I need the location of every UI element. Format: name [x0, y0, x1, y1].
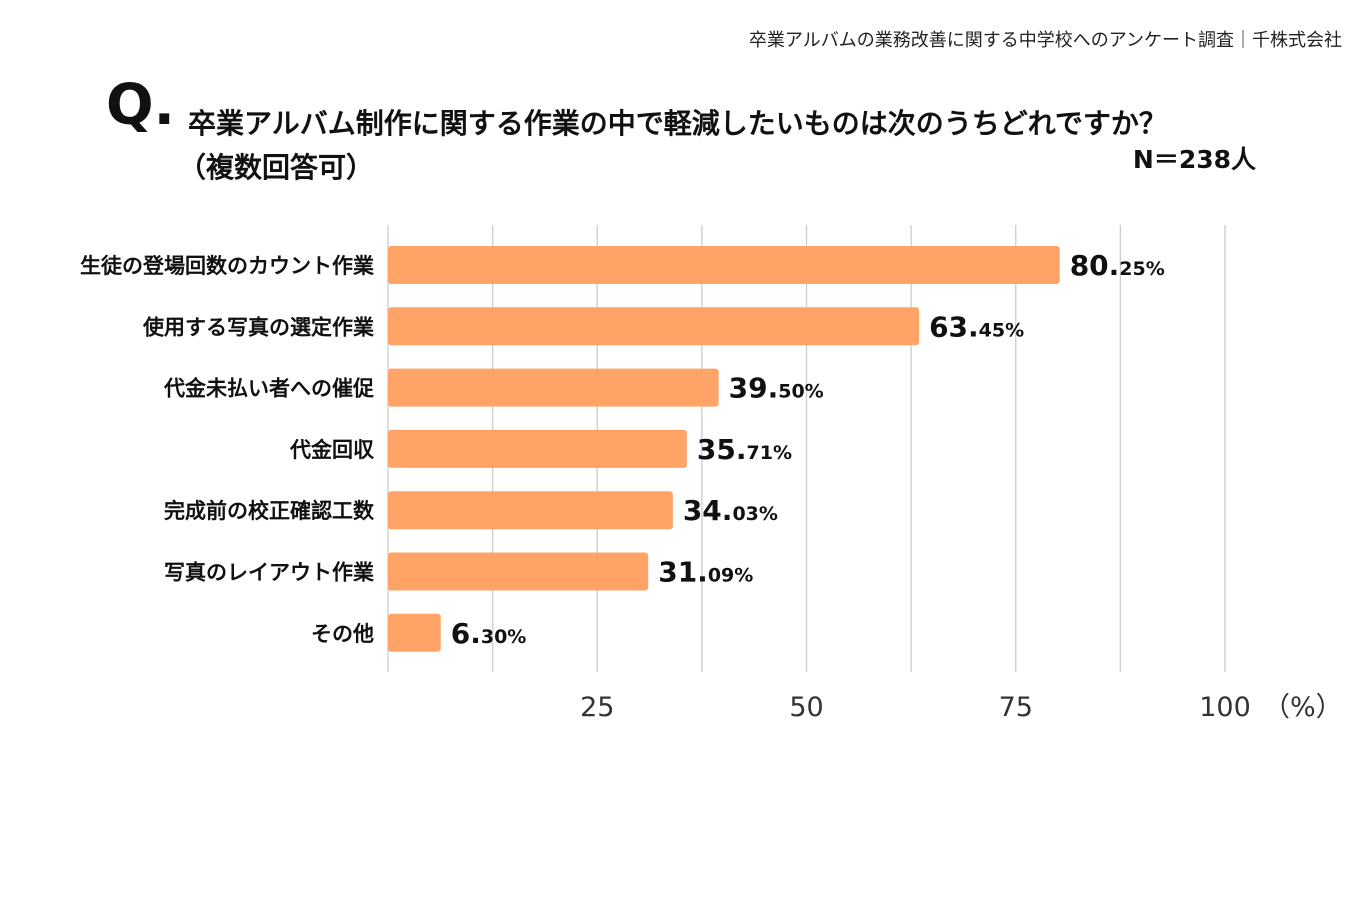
bar [388, 552, 649, 591]
x-tick-label: 25 [580, 692, 614, 723]
value-label: 39.50% [729, 372, 824, 405]
value-label-int: 6. [451, 617, 481, 650]
category-label: その他 [311, 622, 374, 646]
category-label: 完成前の校正確認工数 [164, 499, 375, 523]
value-label-dec: 50% [778, 381, 823, 403]
value-label-int: 80. [1070, 249, 1120, 282]
x-unit-label: （%） [1263, 692, 1343, 723]
value-label-int: 39. [729, 372, 779, 405]
value-label: 34.03% [683, 494, 778, 527]
value-label-dec: 45% [979, 319, 1024, 341]
source-note: 卒業アルバムの業務改善に関する中学校へのアンケート調査｜千株式会社 [748, 30, 1342, 51]
x-tick-label: 100 [1199, 692, 1251, 723]
value-label: 80.25% [1070, 249, 1165, 282]
value-label: 6.30% [451, 617, 527, 650]
x-tick-label: 75 [999, 692, 1033, 723]
value-label-dec: 03% [732, 503, 777, 525]
category-label: 写真のレイアウト作業 [164, 561, 375, 585]
bar [388, 613, 441, 652]
value-label-int: 34. [683, 494, 733, 527]
value-label: 35.71% [697, 433, 792, 466]
question-subtitle: （複数回答可） [178, 151, 375, 184]
value-label: 63.45% [929, 310, 1024, 343]
category-label: 代金回収 [289, 438, 375, 462]
bar [388, 307, 920, 346]
bar [388, 491, 673, 530]
category-label: 生徒の登場回数のカウント作業 [80, 254, 375, 278]
sample-size: N＝238人 [1132, 145, 1256, 174]
category-label: 使用する写真の選定作業 [142, 315, 375, 339]
x-tick-label: 50 [789, 692, 823, 723]
bar [388, 246, 1060, 284]
question-title: 卒業アルバム制作に関する作業の中で軽減したいものは次のうちどれですか？ [188, 107, 1167, 140]
value-label: 31.09% [658, 556, 753, 589]
value-label-int: 31. [658, 556, 708, 589]
bar [388, 368, 719, 407]
question-mark: Q. [106, 73, 175, 138]
value-label-int: 63. [929, 310, 979, 343]
value-label-dec: 71% [747, 442, 792, 464]
category-label: 代金未払い者への催促 [163, 377, 375, 401]
value-label-dec: 30% [481, 626, 526, 648]
value-label-dec: 25% [1119, 258, 1164, 280]
bar [388, 429, 687, 468]
value-label-int: 35. [697, 433, 747, 466]
value-label-dec: 09% [708, 565, 753, 587]
